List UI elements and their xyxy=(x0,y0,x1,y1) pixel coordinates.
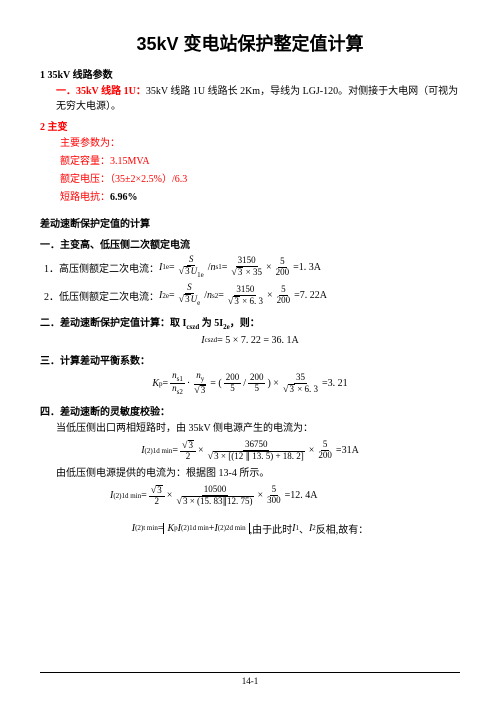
formula-5: I(2)1d min = 3 2 × 36750 3 × [(12 ∥ 13. … xyxy=(40,440,460,462)
p-b: 由低压侧电源提供的电流为：根据图 13-4 所示。 xyxy=(56,466,460,481)
p-a: 当低压侧出口两相短路时，由 35kV 侧电源产生的电流为： xyxy=(56,421,460,436)
section-1-heading: 1 35kV 线路参数 xyxy=(40,66,460,81)
section-3-heading: 差动速断保护定值的计算 xyxy=(40,215,460,230)
formula-6: I(2)1d min = 3 2 × 10500 3 × (15. 83∥12.… xyxy=(110,485,460,507)
s2-p4a: 短路电抗： xyxy=(60,192,110,203)
page-title: 35kV 变电站保护整定值计算 xyxy=(40,30,460,56)
s2-p3: 额定电压：（35±2×2.5%）/6.3 xyxy=(60,172,460,187)
section-1-body: 一．35kV 线路 1U：35kV 线路 1U 线路长 2Km，导线为 LGJ-… xyxy=(56,84,460,114)
page-number: 14-1 xyxy=(242,676,259,686)
formula-3: Icszd = 5 × 7. 22 = 36. 1A xyxy=(40,335,460,346)
sub-4: 四．差动速断的灵敏度校验： xyxy=(40,403,460,418)
sub-1: 一．主变高、低压侧二次额定电流 xyxy=(40,236,460,251)
formula-1: 1．高压侧额定二次电流： I1e = S 3U1e / ns1 = 3150 3… xyxy=(44,255,460,279)
s2-p1: 主要参数为： xyxy=(60,136,460,151)
formula-2: 2．低压侧额定二次电流： I2e = S 3Ue / ns2 = 3150 3 … xyxy=(44,283,460,307)
line-1u-label: 一．35kV 线路 1U： xyxy=(56,86,146,97)
s2-p4b: 6.96% xyxy=(110,192,138,203)
sub-2: 二．差动速断保护定值计算：取 Icszd 为 5I2e，则： xyxy=(40,314,460,331)
formula-7: I(2)t min = Kp I(2)1d min + I(2)2d min ,… xyxy=(40,521,460,536)
f1-label: 1．高压侧额定二次电流： xyxy=(44,260,159,275)
formula-4: Kp = ns1 ns2 · ny 3 = ( 2005 / 2005 ) × … xyxy=(40,371,460,397)
section-2-heading: 2 主变 xyxy=(40,118,460,133)
s2-p4: 短路电抗：6.96% xyxy=(60,190,460,205)
page-footer: 14-1 xyxy=(0,672,500,686)
s2-p2: 额定容量：3.15MVA xyxy=(60,154,460,169)
f2-label: 2．低压侧额定二次电流： xyxy=(44,288,159,303)
sub-3: 三．计算差动平衡系数： xyxy=(40,352,460,367)
